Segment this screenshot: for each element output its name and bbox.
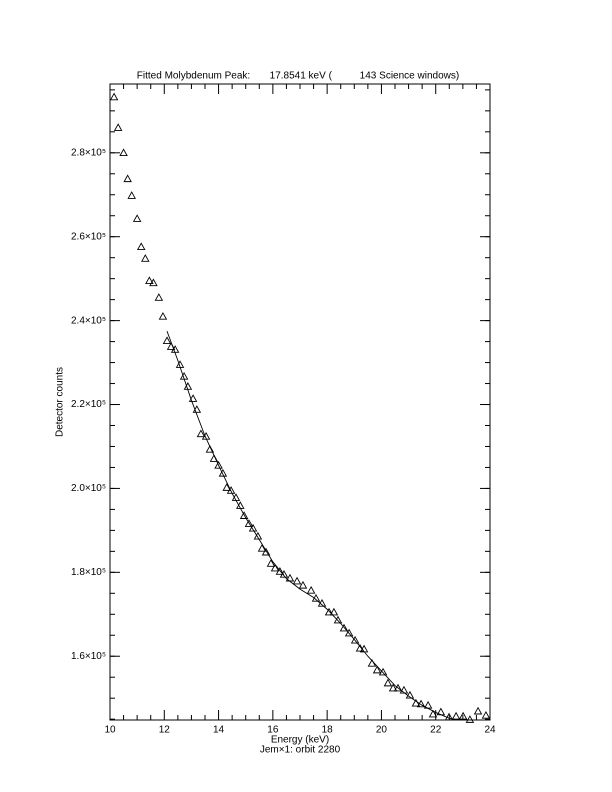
x-tick-label: 22 — [430, 725, 442, 736]
data-point — [196, 429, 206, 438]
y-tick-label: 2.2×10⁵ — [71, 399, 106, 410]
data-point — [188, 394, 198, 402]
x-tick-label: 14 — [213, 725, 225, 736]
data-point — [123, 174, 132, 183]
data-point — [329, 607, 339, 616]
data-point — [145, 276, 154, 285]
data-point — [383, 678, 393, 687]
data-point — [372, 665, 382, 674]
data-point — [473, 706, 483, 715]
data-point — [113, 123, 123, 131]
data-point — [428, 709, 438, 718]
data-point — [405, 690, 415, 699]
data-point — [244, 519, 254, 527]
data-point — [248, 523, 258, 532]
data-point — [355, 643, 365, 652]
data-point — [214, 460, 223, 469]
data-point — [298, 580, 308, 589]
data-point — [306, 585, 316, 594]
data-point — [239, 511, 249, 519]
fit-curve — [166, 330, 458, 721]
data-point — [270, 563, 280, 572]
data-point — [388, 683, 398, 692]
y-tick-label: 2.8×10⁵ — [71, 147, 106, 158]
y-tick-label: 2.0×10⁵ — [71, 483, 106, 494]
data-point — [350, 635, 360, 644]
y-tick-label: 1.6×10⁵ — [71, 651, 106, 662]
data-point — [261, 547, 271, 556]
data-point — [149, 278, 158, 287]
data-point — [444, 712, 454, 721]
data-point — [218, 468, 228, 477]
y-tick-label: 2.6×10⁵ — [71, 231, 106, 242]
data-point — [451, 711, 461, 720]
data-point — [481, 710, 491, 719]
data-point — [154, 293, 164, 301]
x-tick-label: 10 — [104, 725, 116, 736]
data-point — [136, 242, 146, 251]
data-point — [257, 543, 267, 552]
plot-frame — [109, 83, 491, 721]
data-point — [162, 336, 172, 344]
data-point — [458, 711, 468, 720]
data-point — [339, 623, 349, 632]
data-point — [292, 576, 302, 585]
y-tick-label: 1.8×10⁵ — [71, 567, 106, 578]
x-tick-label: 18 — [322, 725, 334, 736]
data-point — [222, 483, 231, 491]
x-axis-label: Energy (keV) — [271, 735, 329, 746]
data-point — [344, 628, 354, 637]
data-point — [378, 667, 388, 676]
x-tick-label: 24 — [484, 725, 496, 736]
data-point — [411, 698, 421, 707]
data-point — [253, 531, 263, 540]
data-point — [127, 191, 136, 199]
data-point — [158, 311, 168, 320]
data-point — [132, 214, 142, 222]
y-tick-label: 2.4×10⁵ — [71, 315, 106, 326]
x-tick-label: 12 — [159, 725, 171, 736]
data-point — [285, 573, 295, 582]
data-point — [119, 148, 128, 157]
data-point — [465, 715, 475, 723]
data-point — [333, 615, 343, 624]
data-point — [393, 683, 403, 692]
data-point — [141, 254, 150, 262]
data-point — [324, 607, 334, 616]
y-axis-label: Detector counts — [55, 367, 66, 437]
data-point — [266, 559, 276, 567]
data-point — [275, 567, 285, 575]
data-point — [205, 444, 215, 453]
data-point — [226, 486, 236, 494]
data-point — [109, 92, 119, 101]
subtitle: Jem×1: orbit 2280 — [260, 745, 341, 756]
x-tick-label: 16 — [267, 725, 279, 736]
x-tick-label: 20 — [376, 725, 388, 736]
chart-title: Fitted Molybdenum Peak: 17.8541 keV ( 14… — [137, 71, 459, 82]
